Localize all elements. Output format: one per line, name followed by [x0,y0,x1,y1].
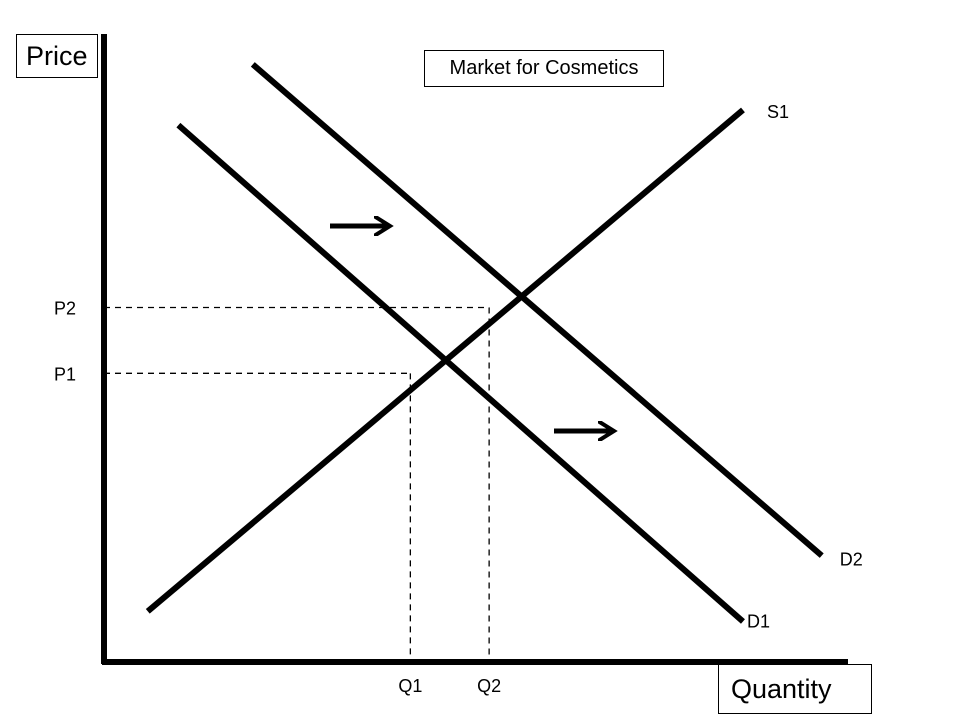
axes [101,34,848,665]
y-axis-label: Price [16,34,98,78]
price-tick-label: P1 [54,364,76,384]
guide-lines [104,306,490,662]
quantity-tick-label: Q1 [398,676,422,696]
chart-title: Market for Cosmetics [424,50,664,87]
quantity-tick-label: Q2 [477,676,501,696]
curves [145,62,824,624]
curve-label-d2: D2 [840,550,863,570]
shift-arrows [330,226,610,431]
curve-d2 [250,62,824,558]
curve-d1 [176,122,745,624]
curve-label-s1: S1 [767,102,789,122]
price-tick-label: P2 [54,298,76,318]
curve-label-d1: D1 [747,611,770,631]
curve-labels: P1 Q1 P2 Q2 S1 D1 D2 [54,102,863,696]
